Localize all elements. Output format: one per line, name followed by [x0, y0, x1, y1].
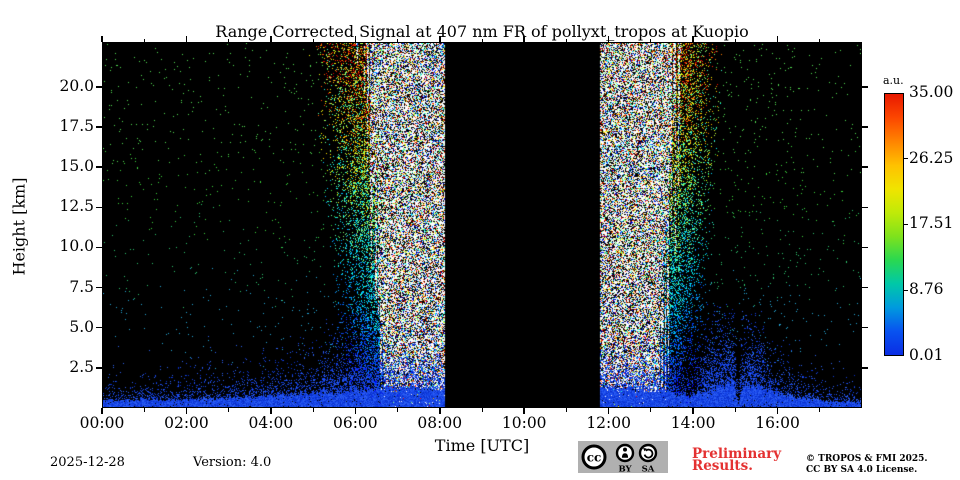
x-tick-label: 12:00 — [586, 414, 631, 432]
x-major-tick-top — [101, 36, 103, 42]
x-minor-tick — [650, 408, 652, 412]
colorbar-tick-label: 35.00 — [909, 83, 954, 101]
y-major-tick — [96, 126, 102, 128]
y-major-tick — [96, 367, 102, 369]
colorbar-tick-label: 8.76 — [909, 280, 944, 299]
x-minor-tick-top — [565, 38, 567, 42]
x-minor-tick — [819, 408, 821, 412]
preliminary-line2: Results. — [692, 457, 753, 474]
copyright-note: © TROPOS & FMI 2025. CC BY SA 4.0 Licens… — [806, 454, 928, 475]
y-major-tick-right — [862, 86, 868, 88]
colorbar-tick — [904, 289, 908, 291]
x-minor-tick — [397, 408, 399, 412]
x-tick-label: 00:00 — [79, 414, 125, 432]
x-minor-tick-top — [734, 38, 736, 42]
x-minor-tick — [481, 408, 483, 412]
x-major-tick-top — [692, 36, 694, 42]
x-major-tick-top — [439, 36, 441, 42]
x-minor-tick — [143, 408, 145, 412]
colorbar-tick — [904, 223, 908, 226]
x-major-tick-top — [270, 36, 272, 42]
x-major-tick — [270, 408, 272, 414]
x-tick-label: 04:00 — [248, 414, 294, 432]
processing-version: Version: 4.0 — [193, 455, 272, 470]
y-major-tick-right — [862, 367, 868, 369]
x-minor-tick — [312, 408, 314, 412]
colorbar — [884, 93, 904, 356]
y-axis-label: Height [km] — [9, 177, 29, 276]
copyright-line2: CC BY SA 4.0 License. — [806, 464, 918, 475]
x-tick-label: 10:00 — [501, 414, 547, 432]
x-major-tick-top — [185, 36, 188, 42]
preliminary-results-note: Preliminary Results. — [692, 446, 782, 474]
colorbar-unit-label: a.u. — [883, 74, 904, 87]
y-major-tick — [96, 246, 102, 249]
x-minor-tick — [734, 408, 736, 412]
x-tick-label: 02:00 — [164, 414, 209, 432]
y-tick-label: 17.5 — [59, 117, 94, 136]
x-minor-tick-top — [397, 38, 399, 42]
colorbar-tick — [904, 158, 908, 160]
y-major-tick-right — [862, 246, 868, 249]
x-major-tick — [607, 408, 610, 414]
y-major-tick-right — [862, 166, 868, 168]
plot-title: Range Corrected Signal at 407 nm FR of p… — [215, 22, 749, 41]
colorbar-tick-label: 26.25 — [909, 148, 954, 167]
signal-heatmap-canvas — [103, 43, 861, 407]
y-tick-label: 2.5 — [69, 357, 94, 376]
svg-text:SA: SA — [642, 465, 655, 474]
y-major-tick-right — [862, 286, 868, 289]
x-major-tick — [101, 408, 103, 414]
x-major-tick — [523, 408, 525, 414]
x-major-tick — [185, 408, 188, 414]
plot-area — [102, 42, 862, 408]
y-tick-label: 7.5 — [69, 277, 94, 296]
y-major-tick — [96, 286, 102, 289]
x-minor-tick-top — [228, 38, 230, 42]
cc-by-sa-badge: cc BY SA — [578, 441, 668, 473]
x-minor-tick-top — [650, 38, 652, 42]
y-tick-label: 5.0 — [69, 317, 94, 336]
y-tick-label: 12.5 — [59, 197, 94, 216]
svg-text:BY: BY — [618, 465, 632, 474]
y-major-tick — [96, 166, 102, 168]
x-tick-label: 08:00 — [417, 414, 463, 432]
x-major-tick-top — [523, 36, 525, 42]
x-tick-label: 14:00 — [670, 414, 716, 432]
x-major-tick-top — [607, 36, 610, 42]
x-major-tick-top — [776, 36, 779, 42]
x-minor-tick-top — [143, 38, 145, 42]
x-minor-tick-top — [312, 38, 314, 42]
x-tick-label: 06:00 — [332, 414, 378, 432]
x-major-tick — [692, 408, 694, 414]
x-axis-label: Time [UTC] — [434, 436, 530, 455]
x-minor-tick-top — [819, 38, 821, 42]
y-major-tick — [96, 86, 102, 88]
preliminary-line1: Preliminary — [692, 446, 782, 462]
y-major-tick-right — [862, 206, 868, 209]
y-major-tick — [96, 326, 102, 329]
copyright-line1: © TROPOS & FMI 2025. — [806, 454, 928, 464]
y-tick-label: 15.0 — [59, 157, 94, 176]
x-minor-tick — [228, 408, 230, 412]
x-minor-tick-top — [481, 38, 483, 42]
svg-text:cc: cc — [587, 451, 602, 465]
y-major-tick — [96, 206, 102, 209]
y-tick-label: 20.0 — [59, 76, 94, 95]
x-major-tick — [439, 408, 441, 414]
colorbar-tick-label: 0.01 — [909, 346, 944, 364]
x-minor-tick — [565, 408, 567, 412]
y-major-tick-right — [862, 126, 868, 128]
x-major-tick — [354, 408, 357, 414]
colorbar-tick-label: 17.51 — [909, 214, 954, 233]
x-tick-label: 16:00 — [755, 414, 800, 432]
measurement-date: 2025-12-28 — [50, 455, 125, 470]
y-major-tick-right — [862, 326, 868, 329]
x-major-tick — [776, 408, 779, 414]
x-major-tick-top — [354, 36, 357, 42]
y-tick-label: 10.0 — [59, 237, 94, 256]
